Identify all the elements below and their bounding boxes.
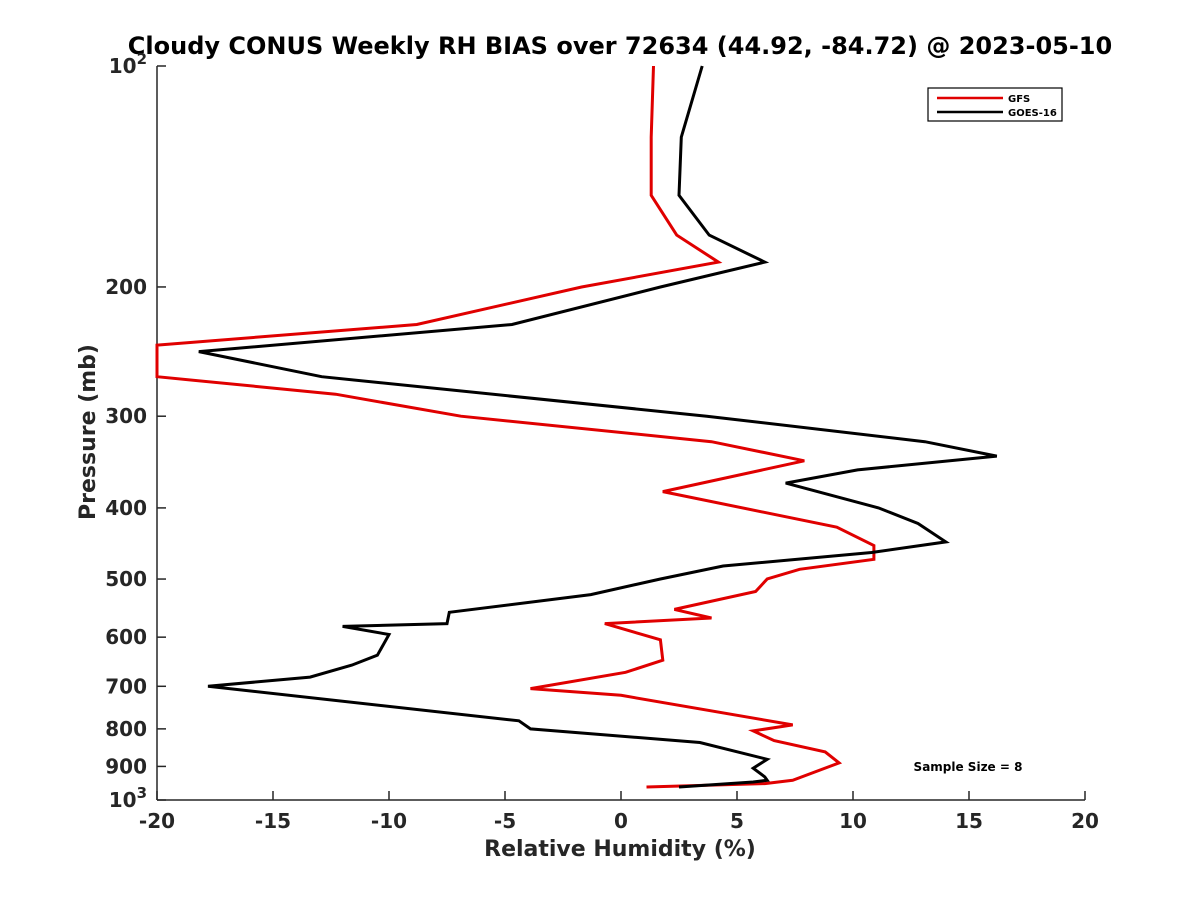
x-tick-label: -5 (494, 809, 516, 833)
series-line-gfs (155, 65, 876, 789)
x-tick-label: -20 (139, 809, 175, 833)
y-tick-label: 300 (105, 404, 147, 428)
x-tick-label: 5 (730, 809, 744, 833)
y-tick-label: 400 (105, 496, 147, 520)
chart-title: Cloudy CONUS Weekly RH BIAS over 72634 (… (128, 32, 1112, 60)
y-tick-label: 200 (105, 275, 147, 299)
y-tick-label: 102 (109, 50, 147, 78)
x-tick-label: -10 (371, 809, 407, 833)
x-axis-ticks: -20 -15 -10 -5 0 5 10 15 20 (139, 791, 1099, 833)
y-axis-ticks: 102 200 300 400 500 600 700 800 900 103 (105, 50, 166, 812)
y-tick-label: 700 (105, 674, 147, 698)
legend-label: GOES-16 (1008, 108, 1057, 119)
x-tick-label: 10 (839, 809, 867, 833)
x-tick-label: 15 (955, 809, 983, 833)
x-tick-label: 0 (614, 809, 628, 833)
y-tick-label: 800 (105, 717, 147, 741)
y-axis-label: Pressure (mb) (76, 344, 101, 520)
y-tick-label: 900 (105, 754, 147, 778)
x-tick-label: 20 (1071, 809, 1099, 833)
series-line-goes-16 (198, 65, 998, 789)
sample-size-annotation: Sample Size = 8 (914, 760, 1023, 774)
legend: GFS GOES-16 (927, 87, 1063, 122)
y-tick-label: 103 (109, 784, 147, 812)
legend-label: GFS (1008, 94, 1030, 105)
legend-box (927, 87, 1063, 122)
x-tick-label: -15 (255, 809, 291, 833)
x-axis-label: Relative Humidity (%) (484, 837, 756, 862)
y-tick-label: 500 (105, 567, 147, 591)
y-tick-label: 600 (105, 625, 147, 649)
series-lines (155, 65, 998, 789)
